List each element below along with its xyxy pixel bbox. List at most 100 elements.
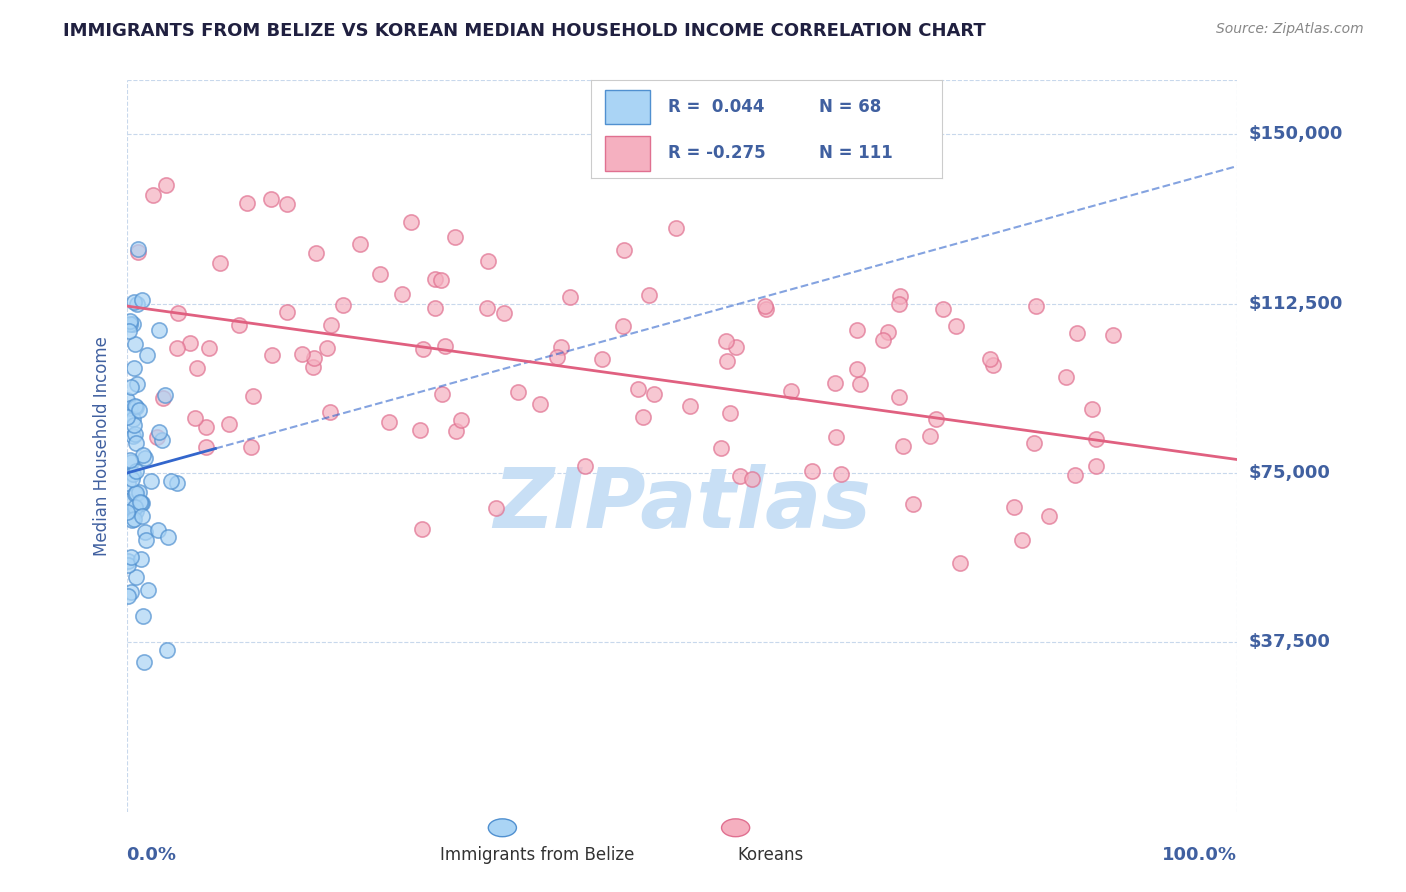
Point [184,410,207,425]
Point [122,417,145,432]
Point [156,531,179,545]
Circle shape [488,819,516,837]
Point [117,494,139,508]
Point [825,430,848,444]
Point [485,501,508,516]
Point [718,406,741,420]
Point [849,377,872,392]
Point [925,411,948,425]
Point [546,350,568,364]
Point [889,288,911,302]
Point [291,346,314,360]
Point [197,341,219,355]
Point [118,317,141,331]
Point [872,334,894,348]
Point [131,496,153,510]
Point [117,558,139,572]
Point [423,301,446,315]
Point [128,402,150,417]
Point [730,469,752,483]
Point [120,380,142,394]
Point [641,125,664,139]
Point [125,436,148,450]
Point [194,420,217,434]
Text: R =  0.044: R = 0.044 [668,98,765,116]
Point [779,384,801,398]
Text: N = 68: N = 68 [818,98,882,116]
Text: N = 111: N = 111 [818,144,893,161]
Point [117,554,139,568]
Point [124,487,146,501]
Point [409,423,432,437]
Point [508,385,530,400]
Point [134,524,156,539]
Point [186,360,208,375]
Point [368,267,391,281]
Point [136,583,159,598]
Point [195,440,218,454]
Point [887,390,910,404]
Point [125,464,148,478]
Point [1024,435,1046,450]
Point [979,352,1001,367]
Point [391,286,413,301]
Point [891,439,914,453]
Point [121,467,143,482]
Point [665,220,688,235]
Point [122,295,145,310]
Point [824,376,846,391]
Point [276,197,298,211]
Point [918,428,941,442]
Point [132,656,155,670]
Point [716,353,738,368]
Point [1084,432,1107,446]
Point [1102,327,1125,342]
Point [124,400,146,414]
Point [433,339,456,353]
Point [118,401,141,415]
Point [1011,533,1033,548]
Point [378,415,401,429]
Point [412,342,434,356]
Point [1064,468,1087,483]
FancyBboxPatch shape [605,90,650,124]
Point [218,417,240,431]
Point [1038,509,1060,524]
Point [494,306,516,320]
Point [638,288,661,302]
Point [121,472,143,486]
Circle shape [721,819,749,837]
Point [118,314,141,328]
Point [591,351,613,366]
Text: $112,500: $112,500 [1249,294,1343,313]
Point [1025,299,1047,313]
Point [117,475,139,490]
Point [613,243,636,257]
Point [877,325,900,339]
Point [401,215,423,229]
Point [276,305,298,319]
Point [332,298,354,312]
Point [242,389,264,403]
Text: Source: ZipAtlas.com: Source: ZipAtlas.com [1216,22,1364,37]
Point [949,557,972,571]
Point [121,550,143,565]
Point [142,187,165,202]
Point [155,642,177,657]
Text: Immigrants from Belize: Immigrants from Belize [440,847,634,864]
Point [124,399,146,413]
Point [129,552,152,566]
Point [117,589,139,603]
Point [148,425,170,439]
Point [132,609,155,624]
Point [319,318,342,332]
Point [260,192,283,206]
Point [122,511,145,525]
Point [845,323,868,337]
Point [135,348,157,362]
Point [129,494,152,508]
Point [741,472,763,486]
Point [846,361,869,376]
Point [710,441,733,455]
Point [115,393,138,408]
